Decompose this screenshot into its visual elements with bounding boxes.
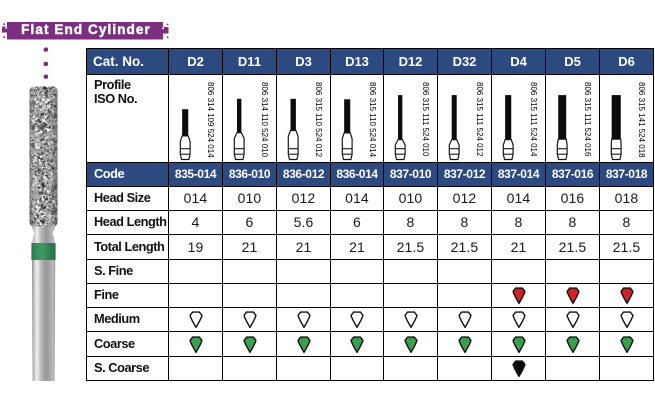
svg-text:806 315 110 524 012: 806 315 110 524 012 xyxy=(314,82,323,158)
svg-text:806 314 109 524 014: 806 314 109 524 014 xyxy=(206,82,215,158)
svg-text:806 315 111 524 014: 806 315 111 524 014 xyxy=(529,82,538,157)
svg-text:806 315 111 524 016: 806 315 111 524 016 xyxy=(583,82,592,157)
svg-text:806 315 111 524 010: 806 315 111 524 010 xyxy=(421,82,430,157)
svg-text:806 315 110 524 014: 806 315 110 524 014 xyxy=(368,82,377,158)
svg-text:806 315 141 524 018: 806 315 141 524 018 xyxy=(637,82,646,158)
svg-text:806 315 111 524 012: 806 315 111 524 012 xyxy=(475,82,484,157)
svg-text:806 314 110 524 010: 806 314 110 524 010 xyxy=(260,82,269,158)
